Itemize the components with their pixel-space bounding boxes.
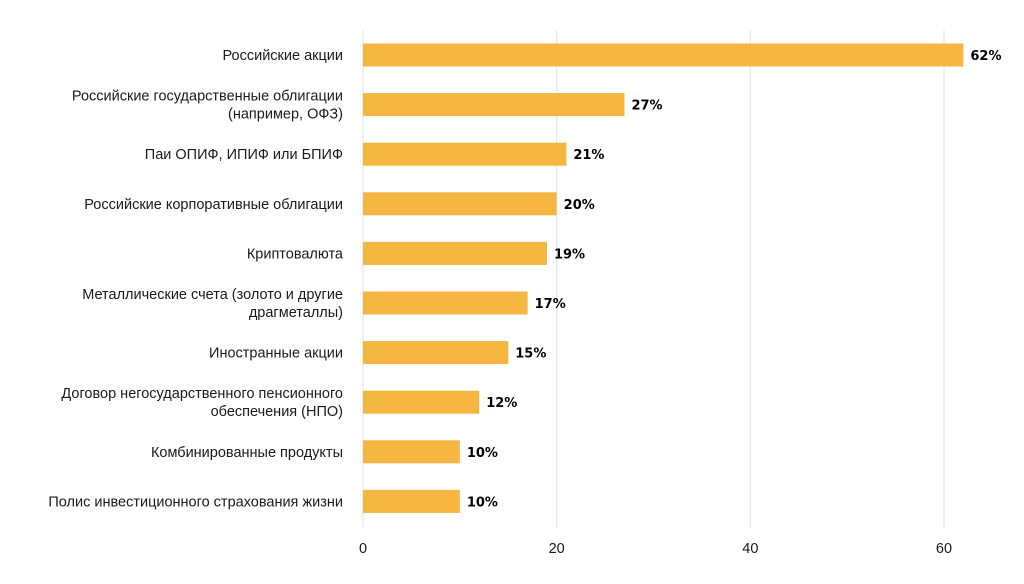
data-label: 27% bbox=[631, 99, 662, 114]
category-label-line: Металлические счета (золото и другие bbox=[82, 287, 343, 303]
data-label: 62% bbox=[970, 49, 1001, 64]
data-label: 20% bbox=[564, 198, 595, 213]
category-label: Российские государственные облигации (нап… bbox=[72, 89, 343, 123]
category-label: Паи ОПИФ, ИПИФ или БПИФ bbox=[145, 147, 343, 163]
bar bbox=[363, 489, 460, 513]
category-label: Иностранные акции bbox=[209, 346, 343, 362]
category-label: Полис инвестиционного страхования жизни bbox=[48, 494, 343, 510]
bar bbox=[363, 192, 557, 216]
category-label-line: Российские государственные облигации bbox=[72, 89, 343, 105]
category-label-line: Криптовалюта bbox=[247, 246, 344, 262]
bar bbox=[363, 341, 509, 365]
category-label: Криптовалюта bbox=[247, 246, 344, 262]
x-axis-ticks: 0 20 40 60 bbox=[359, 541, 952, 557]
bar bbox=[363, 291, 528, 315]
category-label: Металлические счета (золото и другие драг… bbox=[82, 287, 343, 321]
category-label-line: драгметаллы) bbox=[249, 305, 343, 321]
category-label-line: Полис инвестиционного страхования жизни bbox=[48, 494, 343, 510]
category-label-line: (например, ОФЗ) bbox=[228, 107, 343, 123]
x-tick-label: 40 bbox=[742, 541, 758, 557]
x-tick-label: 20 bbox=[549, 541, 565, 557]
bars bbox=[363, 43, 964, 513]
data-label: 15% bbox=[515, 347, 546, 362]
category-label: Комбинированные продукты bbox=[151, 445, 343, 461]
data-label: 12% bbox=[486, 396, 517, 411]
data-label: 10% bbox=[467, 446, 498, 461]
data-label: 19% bbox=[554, 247, 585, 262]
category-label: Российские корпоративные облигации bbox=[84, 197, 343, 213]
category-label-line: Паи ОПИФ, ИПИФ или БПИФ bbox=[145, 147, 343, 163]
data-label: 10% bbox=[467, 495, 498, 510]
bar bbox=[363, 390, 480, 414]
x-tick-label: 0 bbox=[359, 541, 367, 557]
data-label: 17% bbox=[535, 297, 566, 312]
category-label: Российские акции bbox=[223, 48, 344, 64]
category-label-line: Комбинированные продукты bbox=[151, 445, 343, 461]
category-label-line: Договор негосударственного пенсионного bbox=[61, 386, 343, 402]
data-label: 21% bbox=[573, 148, 604, 163]
bar bbox=[363, 142, 567, 166]
category-label-line: Иностранные акции bbox=[209, 346, 343, 362]
bar bbox=[363, 93, 625, 117]
bar bbox=[363, 43, 964, 67]
bar bbox=[363, 440, 460, 464]
bar bbox=[363, 241, 547, 265]
x-tick-label: 60 bbox=[936, 541, 952, 557]
category-label: Договор негосударственного пенсионного об… bbox=[61, 386, 343, 420]
category-label-line: Российские корпоративные облигации bbox=[84, 197, 343, 213]
category-label-line: Российские акции bbox=[223, 48, 344, 64]
category-label-line: обеспечения (НПО) bbox=[211, 404, 343, 420]
value-labels: 62% 27% 21% 20% 19% 17% 15% 12% 10% 10% bbox=[467, 49, 1002, 510]
category-labels: Российские акции Российские государственн… bbox=[48, 48, 344, 510]
